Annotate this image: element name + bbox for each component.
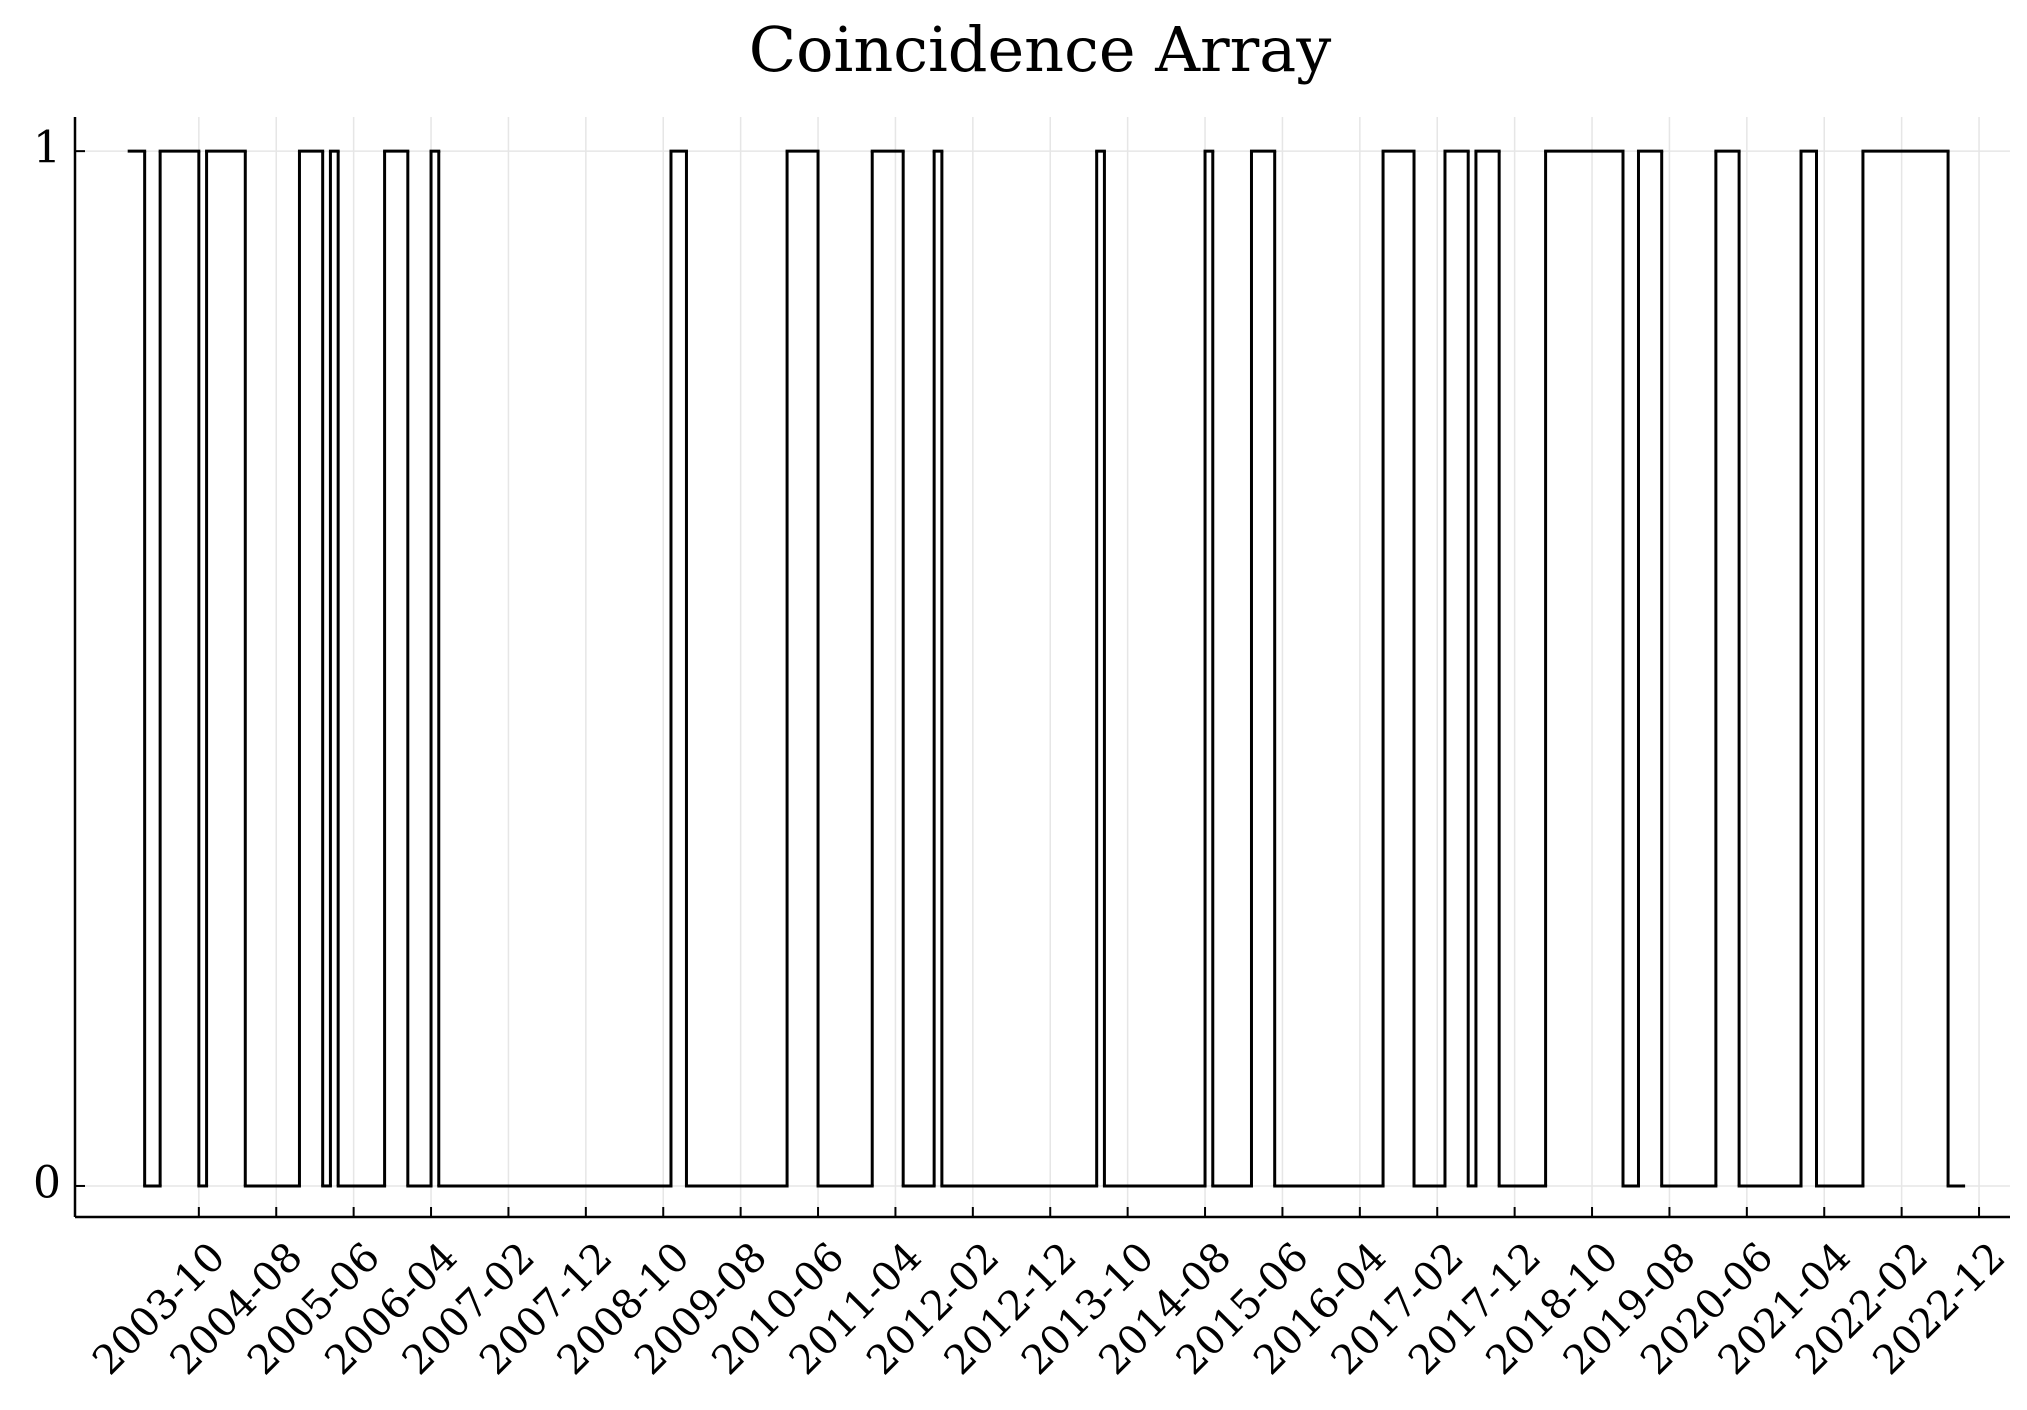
chart-title: Coincidence Array <box>749 13 1332 86</box>
y-tick-label: 0 <box>33 1157 61 1208</box>
y-tick-label: 1 <box>33 123 61 174</box>
